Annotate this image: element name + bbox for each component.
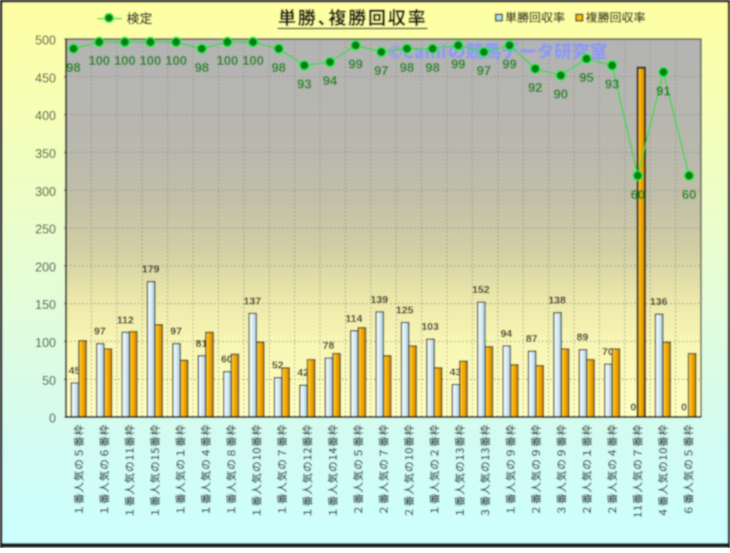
svg-text:125: 125: [396, 305, 414, 317]
svg-text:87: 87: [526, 333, 538, 345]
svg-text:100: 100: [140, 53, 162, 68]
svg-text:50: 50: [42, 374, 56, 388]
svg-text:114: 114: [345, 313, 362, 325]
svg-text:0: 0: [681, 402, 687, 414]
svg-text:100: 100: [165, 53, 187, 68]
svg-text:99: 99: [451, 57, 465, 72]
svg-text:98: 98: [271, 60, 285, 75]
svg-text:81: 81: [196, 338, 208, 350]
svg-text:400: 400: [35, 109, 56, 123]
svg-text:91: 91: [656, 83, 670, 98]
svg-text:94: 94: [323, 73, 338, 88]
svg-text:100: 100: [114, 53, 136, 68]
svg-text:300: 300: [35, 185, 56, 199]
svg-text:98: 98: [425, 60, 439, 75]
svg-text:43: 43: [450, 367, 462, 379]
svg-text:136: 136: [650, 296, 668, 308]
svg-text:97: 97: [374, 63, 388, 78]
svg-text:97: 97: [477, 63, 491, 78]
svg-text:93: 93: [297, 77, 311, 92]
svg-text:98: 98: [66, 60, 80, 75]
svg-text:450: 450: [35, 71, 56, 85]
svg-text:152: 152: [472, 284, 490, 296]
svg-text:42: 42: [297, 367, 309, 379]
svg-text:97: 97: [94, 326, 106, 338]
svg-text:60: 60: [682, 187, 696, 202]
svg-text:137: 137: [244, 295, 262, 307]
svg-text:0: 0: [630, 402, 636, 414]
svg-text:100: 100: [35, 336, 56, 350]
svg-text:138: 138: [548, 295, 566, 307]
svg-text:98: 98: [195, 60, 209, 75]
svg-text:350: 350: [35, 147, 56, 161]
svg-text:45: 45: [69, 365, 81, 377]
svg-text:103: 103: [421, 321, 439, 333]
svg-text:139: 139: [371, 294, 389, 306]
svg-text:200: 200: [35, 260, 56, 274]
svg-text:99: 99: [502, 57, 516, 72]
svg-text:78: 78: [323, 340, 335, 352]
svg-text:500: 500: [35, 34, 56, 48]
svg-text:60: 60: [631, 187, 645, 202]
svg-text:97: 97: [170, 326, 182, 338]
svg-text:89: 89: [577, 332, 589, 344]
svg-text:250: 250: [35, 223, 56, 237]
svg-text:179: 179: [142, 264, 160, 276]
svg-text:99: 99: [348, 57, 362, 72]
svg-text:98: 98: [400, 60, 414, 75]
svg-text:112: 112: [117, 314, 134, 326]
svg-text:100: 100: [242, 53, 264, 68]
svg-text:0: 0: [49, 412, 56, 426]
svg-text:92: 92: [528, 80, 542, 95]
svg-text:70: 70: [602, 346, 614, 358]
svg-text:93: 93: [605, 77, 619, 92]
svg-text:94: 94: [500, 328, 512, 340]
svg-text:100: 100: [217, 53, 239, 68]
svg-text:100: 100: [88, 53, 110, 68]
svg-text:90: 90: [554, 87, 568, 102]
svg-text:95: 95: [579, 70, 593, 85]
svg-text:52: 52: [272, 360, 284, 372]
svg-text:60: 60: [221, 354, 233, 366]
svg-text:150: 150: [35, 298, 56, 312]
